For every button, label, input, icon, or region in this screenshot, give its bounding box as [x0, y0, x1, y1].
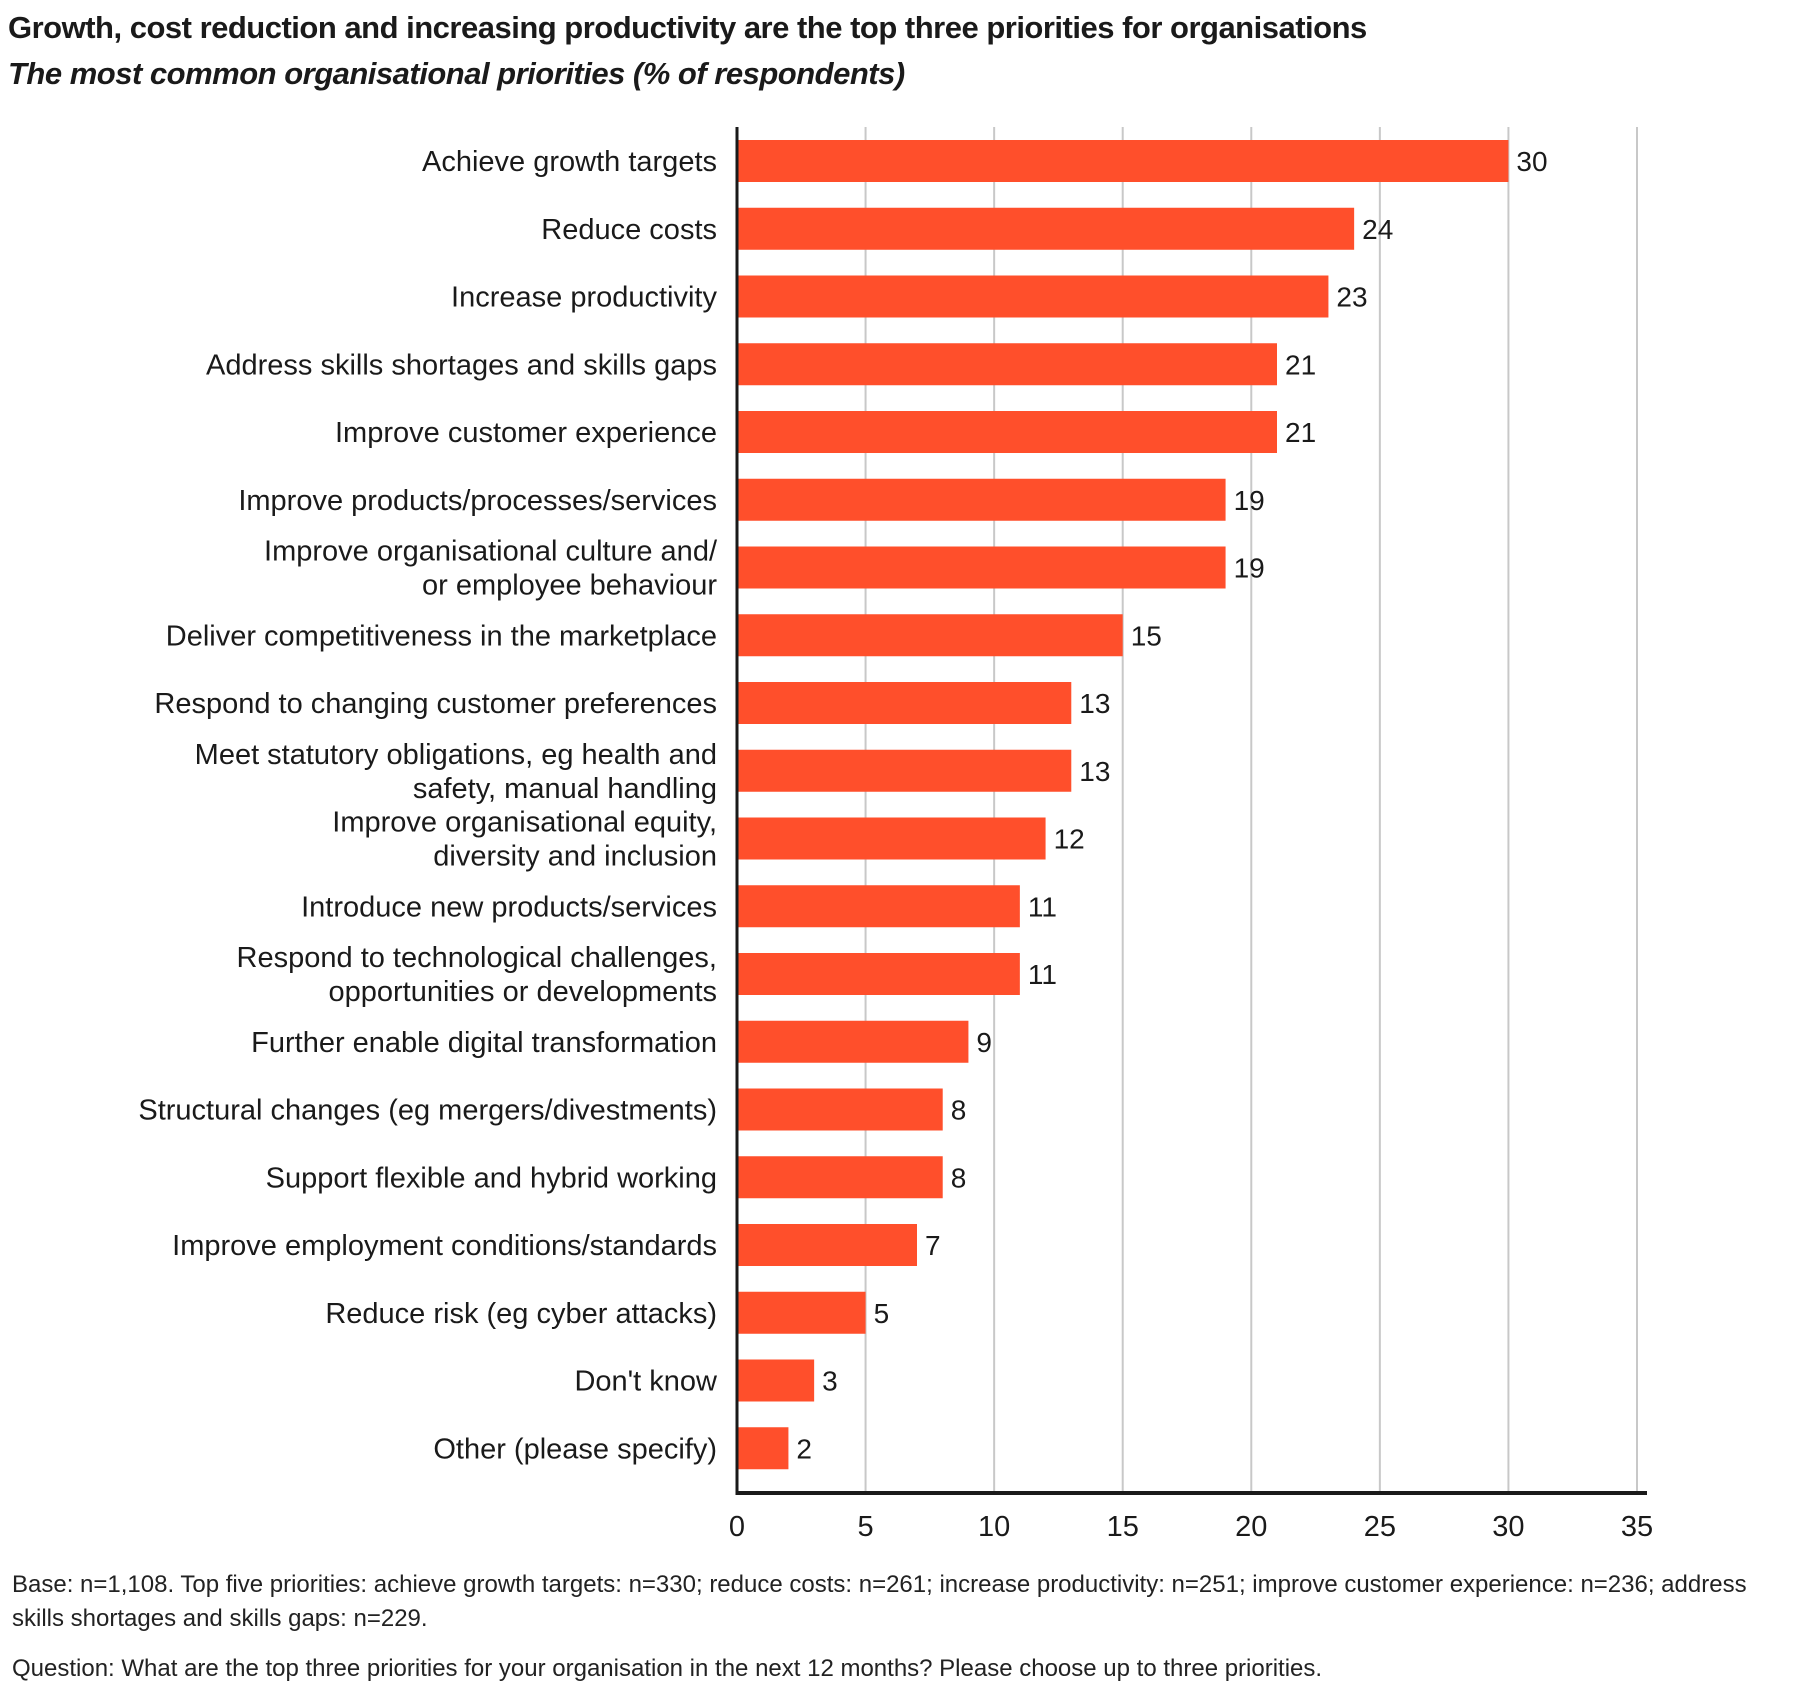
data-label: 12	[1054, 824, 1085, 855]
data-label: 9	[976, 1027, 992, 1058]
category-label: Support flexible and hybrid working	[266, 1162, 717, 1194]
category-label: Further enable digital transformation	[251, 1027, 717, 1059]
bar	[737, 1359, 815, 1402]
category-label: Improve employment conditions/standards	[172, 1230, 717, 1262]
x-tick-label: 25	[1364, 1511, 1396, 1543]
bar	[737, 140, 1509, 182]
data-label: 24	[1362, 214, 1393, 245]
category-label: Address skills shortages and skills gaps	[206, 349, 717, 381]
data-label: 19	[1234, 485, 1265, 516]
bar	[737, 1156, 943, 1199]
category-label: Don't know	[574, 1366, 718, 1398]
category-label: Structural changes (eg mergers/divestmen…	[138, 1095, 717, 1127]
data-label: 23	[1336, 282, 1367, 313]
data-label: 11	[1028, 891, 1057, 922]
data-label: 8	[951, 1162, 967, 1193]
bar	[737, 682, 1072, 724]
base-note: Base: n=1,108. Top five priorities: achi…	[12, 1571, 1747, 1632]
category-label: Achieve growth targets	[422, 146, 717, 178]
bar	[737, 614, 1123, 657]
category-label: Deliver competitiveness in the marketpla…	[166, 620, 717, 652]
x-tick-label: 35	[1621, 1511, 1653, 1543]
data-label: 15	[1131, 620, 1162, 651]
category-label: Respond to technological challenges, oppo…	[237, 942, 717, 1008]
data-label: 19	[1234, 553, 1265, 584]
category-label: Improve organisational culture and/or em…	[264, 536, 718, 602]
category-label: Meet statutory obligations, eg health an…	[195, 739, 717, 805]
bar	[737, 1088, 943, 1131]
data-label: 11	[1028, 959, 1057, 990]
bar	[737, 207, 1355, 250]
data-label: 2	[796, 1433, 812, 1464]
chart-title: Growth, cost reduction and increasing pr…	[8, 10, 1367, 45]
bar	[737, 1427, 789, 1470]
data-label: 13	[1079, 756, 1110, 787]
chart-subtitle: The most common organisational prioritie…	[8, 56, 905, 91]
data-label: 3	[822, 1366, 838, 1397]
category-label: Respond to changing customer preferences	[154, 688, 717, 720]
category-label: Reduce costs	[541, 214, 717, 246]
category-label: Other (please specify)	[433, 1433, 717, 1465]
category-label: Improve organisational equity, diversity …	[332, 807, 717, 873]
bar	[737, 1224, 917, 1266]
x-tick-label: 10	[978, 1511, 1010, 1543]
x-tick-label: 0	[729, 1511, 745, 1543]
data-label: 8	[951, 1095, 967, 1126]
data-label: 21	[1285, 417, 1316, 448]
bar	[737, 817, 1046, 860]
bar	[737, 478, 1226, 521]
bar	[737, 749, 1072, 792]
question-note: Question: What are the top three priorit…	[12, 1655, 1323, 1682]
x-tick-label: 15	[1107, 1511, 1139, 1543]
data-label: 30	[1516, 146, 1547, 177]
bar	[737, 885, 1020, 928]
bar	[737, 275, 1329, 318]
data-label: 7	[925, 1230, 941, 1261]
category-label: Improve customer experience	[335, 417, 717, 449]
x-tick-label: 30	[1492, 1511, 1524, 1543]
x-tick-label: 5	[858, 1511, 874, 1543]
data-label: 5	[874, 1298, 890, 1329]
bar	[737, 953, 1020, 995]
category-label: Improve products/processes/services	[238, 485, 717, 517]
category-label: Increase productivity	[451, 282, 717, 314]
data-label: 13	[1079, 688, 1110, 719]
bar	[737, 1020, 969, 1063]
data-label: 21	[1285, 349, 1316, 380]
category-label: Introduce new products/services	[301, 891, 717, 923]
bar	[737, 546, 1226, 589]
x-tick-label: 20	[1235, 1511, 1267, 1543]
category-label: Reduce risk (eg cyber attacks)	[325, 1298, 717, 1330]
bar	[737, 343, 1277, 386]
bar	[737, 411, 1277, 453]
bar	[737, 1291, 866, 1334]
